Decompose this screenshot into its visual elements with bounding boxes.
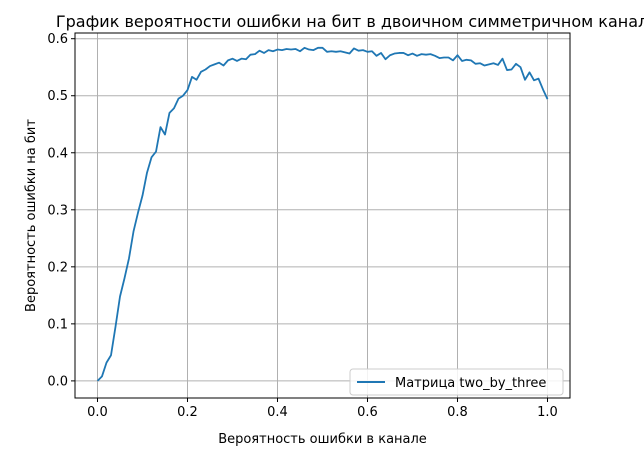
x-axis-label: Вероятность ошибки в канале <box>218 432 427 447</box>
x-tick-label: 0.0 <box>87 405 108 420</box>
y-tick-label: 0.4 <box>47 146 68 161</box>
x-tick-label: 0.4 <box>267 405 288 420</box>
y-tick-label: 0.5 <box>47 89 68 104</box>
y-tick-label: 0.3 <box>47 203 68 218</box>
x-tick-label: 1.0 <box>537 405 558 420</box>
series-layer <box>96 46 549 382</box>
y-tick-label: 0.2 <box>47 260 68 275</box>
y-tick-label: 0.1 <box>47 317 68 332</box>
plot-frame <box>74 32 571 399</box>
x-tick-label: 0.8 <box>447 405 468 420</box>
legend: Матрица two_by_three <box>349 368 564 396</box>
legend-series-label: Матрица two_by_three <box>395 376 546 391</box>
y-tick-label: 0.6 <box>47 32 68 47</box>
y-tick-label: 0.0 <box>47 374 68 389</box>
grid <box>75 33 570 398</box>
legend-box <box>349 368 564 396</box>
x-tick-label: 0.2 <box>177 405 198 420</box>
ticks: 0.0 0.2 0.4 0.6 0.8 1.0 0.0 0.1 0.2 0.3 0.4 0.5 0.6 <box>47 32 558 420</box>
x-tick-label: 0.6 <box>357 405 378 420</box>
series-line-0 <box>96 46 549 382</box>
y-axis-label: Вероятность ошибки на бит <box>24 119 39 312</box>
chart-title: График вероятности ошибки на бит в двоич… <box>56 12 644 31</box>
